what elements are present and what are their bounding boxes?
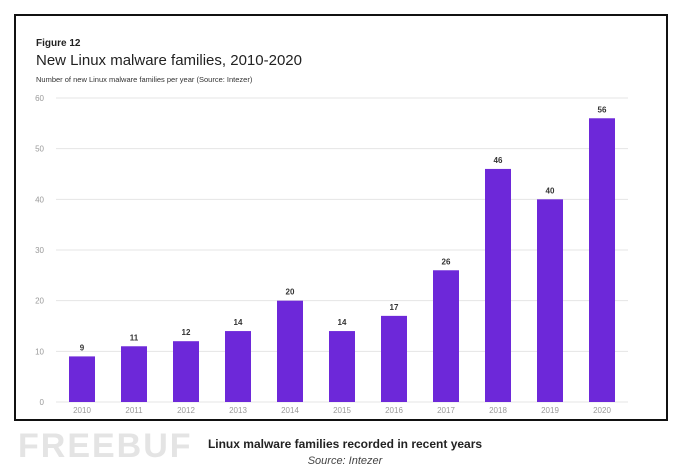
y-tick-label: 20 xyxy=(35,297,44,306)
data-label-2019: 40 xyxy=(546,186,555,195)
bar-2018 xyxy=(485,168,511,402)
data-label-2011: 11 xyxy=(130,333,139,342)
bar-2010 xyxy=(69,356,95,402)
x-tick-label-2011: 2011 xyxy=(125,406,143,415)
watermark-logo: FREEBUF xyxy=(18,427,193,465)
figure-label: Figure 12 xyxy=(36,38,81,49)
data-label-2013: 14 xyxy=(234,318,243,327)
data-label-2012: 12 xyxy=(182,328,191,337)
bar-chart: 0102030405060920101120111220121420132020… xyxy=(35,94,628,415)
y-tick-label: 30 xyxy=(35,246,44,255)
figure-source: Source: Intezer xyxy=(307,455,383,467)
bar-2016 xyxy=(381,315,407,402)
x-tick-label-2018: 2018 xyxy=(489,406,507,415)
bar-2014 xyxy=(277,300,303,402)
chart-frame: Figure 12 New Linux malware families, 20… xyxy=(14,14,668,421)
figure-caption: Linux malware families recorded in recen… xyxy=(207,437,483,451)
x-tick-label-2020: 2020 xyxy=(593,406,611,415)
bar-2013 xyxy=(225,331,251,402)
y-tick-label: 40 xyxy=(35,195,44,204)
y-tick-label: 0 xyxy=(40,398,45,407)
x-tick-label-2015: 2015 xyxy=(333,406,351,415)
bar-2011 xyxy=(121,346,147,402)
data-label-2014: 20 xyxy=(286,288,295,297)
chart-title: New Linux malware families, 2010-2020 xyxy=(36,52,302,69)
x-tick-label-2013: 2013 xyxy=(229,406,247,415)
bar-2017 xyxy=(433,270,459,402)
y-tick-label: 10 xyxy=(35,347,44,356)
x-tick-label-2012: 2012 xyxy=(177,406,195,415)
x-tick-label-2019: 2019 xyxy=(541,406,559,415)
data-label-2020: 56 xyxy=(598,105,607,114)
data-label-2017: 26 xyxy=(442,257,451,266)
chart-subtitle: Number of new Linux malware families per… xyxy=(36,75,253,84)
x-tick-label-2014: 2014 xyxy=(281,406,299,415)
x-tick-label-2016: 2016 xyxy=(385,406,403,415)
bar-2012 xyxy=(173,341,199,402)
bar-2019 xyxy=(537,199,563,402)
y-tick-label: 50 xyxy=(35,145,44,154)
x-tick-label-2010: 2010 xyxy=(73,406,91,415)
data-label-2010: 9 xyxy=(80,343,85,352)
bar-2015 xyxy=(329,331,355,402)
x-tick-label-2017: 2017 xyxy=(437,406,455,415)
data-label-2015: 14 xyxy=(338,318,347,327)
data-label-2018: 46 xyxy=(494,156,503,165)
y-tick-label: 60 xyxy=(35,94,44,103)
bar-2020 xyxy=(589,118,615,403)
data-label-2016: 17 xyxy=(390,303,399,312)
